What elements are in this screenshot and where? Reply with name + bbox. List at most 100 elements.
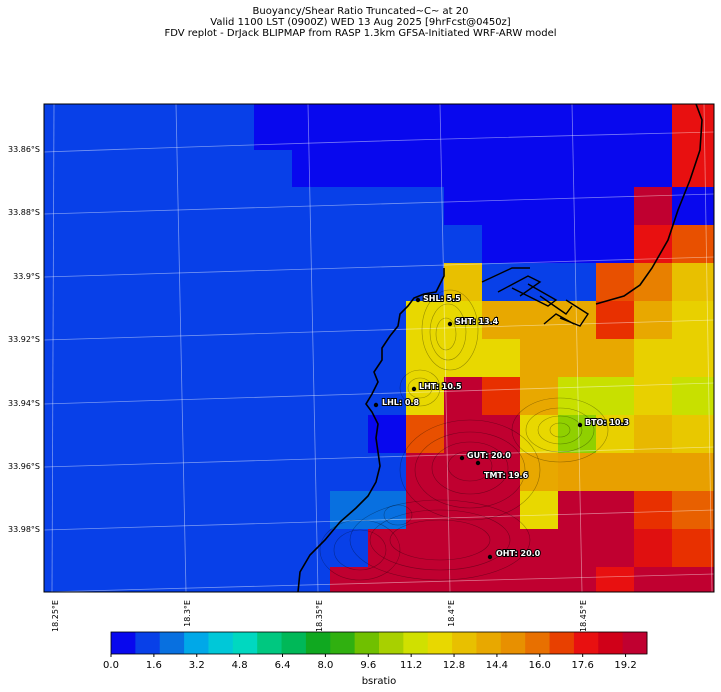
colorbar-swatch [159, 632, 185, 654]
field-cell [444, 187, 634, 225]
colorbar-tick-label: 19.2 [614, 660, 636, 671]
colorbar-tick-label: 16.0 [529, 660, 551, 671]
colorbar-tick-label: 11.2 [400, 660, 422, 671]
map-frame [43, 103, 715, 593]
colorbar-frame [110, 631, 648, 655]
site-labels: SHL: 5.5 SHT: 13.4 LHT: 10.5 LHL: 0.8 BT… [381, 293, 630, 559]
model-description: FDV replot - DrJack BLIPMAP from RASP 1.… [164, 28, 557, 39]
colorbar-tick-label: 6.4 [275, 660, 291, 671]
site-label-gut: GUT: 20.0 [467, 451, 511, 460]
site-label-sht: SHT: 13.4 [455, 317, 499, 326]
field-cell [596, 415, 634, 453]
colorbar-swatch [452, 632, 477, 654]
field-cell [672, 263, 714, 301]
colorbar-swatch [330, 632, 356, 654]
colorbar-tick-label: 4.8 [232, 660, 248, 671]
colorbar-swatch [354, 632, 380, 654]
field-cell [672, 415, 714, 453]
field-cell [292, 150, 674, 187]
colorbar-swatch [305, 632, 331, 654]
field-cell [406, 377, 444, 415]
site-label-oht: OHT: 20.0 [496, 549, 541, 558]
colorbar-tick-label: 12.8 [443, 660, 465, 671]
colorbar-tick-label: 8.0 [317, 660, 333, 671]
colorbar-swatch [232, 632, 258, 654]
site-marker-shl[interactable] [415, 297, 421, 303]
field-cell [596, 301, 634, 339]
field-cell [482, 377, 520, 415]
field-cell [520, 377, 558, 415]
field-cell [520, 453, 558, 491]
site-marker-lhl[interactable] [373, 402, 379, 408]
colorbar-swatch [111, 632, 136, 654]
field-cell [406, 301, 482, 377]
field-cell [406, 491, 520, 529]
field-cell [444, 263, 482, 301]
field-cell [558, 453, 714, 491]
site-marker-tmt[interactable] [475, 460, 481, 466]
map-area: SHL: 5.5 SHT: 13.4 LHT: 10.5 LHL: 0.8 BT… [44, 104, 714, 592]
field-cell [672, 529, 714, 567]
site-marker-bto[interactable] [577, 422, 583, 428]
field-cell [634, 187, 672, 225]
field-cell [330, 567, 596, 592]
field-cell [634, 301, 672, 339]
map-title: Buoyancy/Shear Ratio Truncated~C~ at 20 [252, 6, 469, 17]
colorbar-tick-label: 3.2 [189, 660, 205, 671]
site-marker-gut[interactable] [459, 455, 465, 461]
lon-label: 18.3°E [183, 600, 192, 627]
site-marker-oht[interactable] [487, 554, 493, 560]
lat-label: 33.92°S [8, 335, 40, 344]
field-cell [558, 491, 634, 529]
field-cell [634, 377, 672, 415]
field-cell [444, 415, 520, 453]
colorbar-swatch [281, 632, 307, 654]
false-bay-coast [595, 104, 703, 305]
site-marker-sht[interactable] [447, 321, 453, 327]
site-label-shl: SHL: 5.5 [423, 294, 461, 303]
field-cell [520, 491, 558, 529]
site-markers [373, 297, 583, 560]
lat-label: 33.86°S [8, 145, 40, 154]
lon-label: 18.35°E [315, 600, 324, 632]
field-cell [368, 529, 634, 567]
field-cell [254, 104, 674, 150]
site-label-tmt: TMT: 19.6 [484, 471, 529, 480]
colorbar-swatch [208, 632, 234, 654]
colorbar-swatch [379, 632, 404, 654]
field-cell [482, 301, 520, 339]
field-cell [672, 225, 714, 263]
field-cell [634, 529, 672, 567]
colorbar-swatch [476, 632, 502, 654]
colorbar-swatch [257, 632, 283, 654]
colorbar-swatch [573, 632, 599, 654]
lat-label: 33.88°S [8, 208, 40, 217]
colorbar-swatch [500, 632, 526, 654]
colorbar-tick-label: 1.6 [146, 660, 162, 671]
lon-label: 18.4°E [447, 600, 456, 627]
harbour-breakwater [481, 267, 589, 327]
valid-time-line: Valid 1100 LST (0900Z) WED 13 Aug 2025 [… [210, 17, 511, 28]
field-cell [406, 415, 444, 453]
latitude-labels: 33.86°S 33.88°S 33.9°S 33.92°S 33.94°S 3… [8, 145, 40, 534]
site-marker-lht[interactable] [411, 386, 417, 392]
lat-label: 33.94°S [8, 399, 40, 408]
field-cell [520, 339, 634, 377]
field-cell [672, 187, 714, 225]
terrain-contours [319, 289, 609, 581]
field-cell [330, 529, 368, 567]
colorbar [111, 632, 648, 654]
coastline [297, 268, 445, 592]
field-cell [596, 567, 634, 592]
field-cell [634, 263, 672, 301]
colorbar-swatch [525, 632, 551, 654]
colorbar-ticks: 0.0 1.6 3.2 4.8 6.4 8.0 9.6 11.2 12.8 14.4 16.0 17.… [103, 654, 637, 671]
field-cell [672, 301, 714, 339]
field-cell [672, 377, 714, 415]
lon-label: 18.25°E [51, 600, 60, 632]
field-cell [482, 339, 520, 377]
field-cell [634, 339, 714, 377]
field-cell [482, 225, 634, 263]
site-label-lht: LHT: 10.5 [419, 382, 462, 391]
